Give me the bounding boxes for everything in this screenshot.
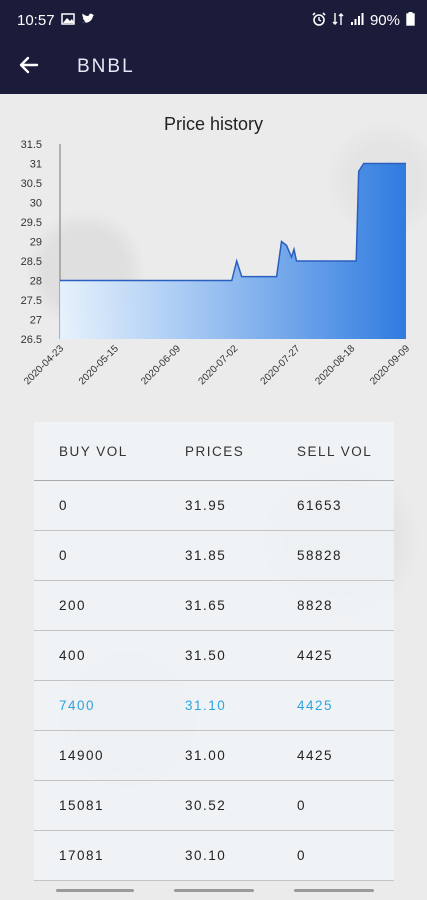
image-icon [60, 13, 75, 28]
table-row[interactable]: 0 31.85 58828 [34, 531, 394, 581]
y-tick-label: 28.5 [21, 256, 42, 268]
buy-vol-cell: 0 [59, 548, 69, 563]
x-tick-label: 2020-05-15 [77, 343, 121, 387]
table-row[interactable]: 0 31.95 61653 [34, 481, 394, 531]
alarm-icon [312, 12, 326, 29]
signal-icon [350, 12, 364, 29]
table-header: BUY VOL PRICES SELL VOL [34, 422, 394, 481]
x-tick-label: 2020-08-18 [313, 343, 357, 387]
nav-indicator-center[interactable] [174, 889, 254, 892]
table-row[interactable]: 14900 31.00 4425 [34, 731, 394, 781]
y-tick-label: 31.5 [21, 139, 42, 151]
sell-vol-cell: 0 [297, 848, 307, 863]
sell-vol-cell: 61653 [297, 498, 343, 513]
price-cell: 31.10 [185, 698, 227, 713]
y-tick-label: 28 [30, 276, 42, 288]
buy-vol-cell: 400 [59, 648, 87, 663]
arrow-left-icon [19, 55, 39, 80]
price-line [60, 162, 406, 282]
buy-vol-cell: 7400 [59, 698, 96, 713]
table-row[interactable]: 15081 30.52 0 [34, 781, 394, 831]
sell-vol-cell: 4425 [297, 748, 334, 763]
chart-svg: 31.53130.53029.52928.52827.52726.52020-0… [21, 139, 413, 387]
price-cell: 31.00 [185, 748, 227, 763]
y-tick-label: 27.5 [21, 295, 42, 307]
buy-vol-cell: 15081 [59, 798, 105, 813]
buy-vol-cell: 200 [59, 598, 87, 613]
data-transfer-icon [332, 12, 344, 29]
y-tick-label: 27 [30, 315, 42, 327]
battery-icon [406, 12, 415, 29]
x-tick-label: 2020-09-09 [368, 343, 412, 387]
buy-vol-cell: 14900 [59, 748, 105, 763]
app-bar: BNBL [0, 40, 427, 94]
status-bar: 10:57 90% [0, 0, 427, 40]
y-tick-label: 26.5 [21, 334, 42, 346]
battery-percent: 90% [369, 12, 400, 29]
buy-vol-cell: 0 [59, 498, 69, 513]
price-history-chart: Price history 31.5 31 30.5 30 29.5 29 28.5 28 27… [0, 94, 427, 414]
sell-vol-cell: 0 [297, 798, 307, 813]
sell-vol-cell: 4425 [297, 648, 334, 663]
x-tick-label: 2020-07-02 [196, 343, 240, 387]
price-cell: 30.10 [185, 848, 227, 863]
chart-title: Price history [163, 114, 264, 134]
order-book-table: BUY VOL PRICES SELL VOL 0 31.95 61653 0 31.8… [34, 422, 394, 881]
price-cell: 31.95 [185, 498, 227, 513]
table-row[interactable]: 200 31.65 8828 [34, 581, 394, 631]
sell-vol-cell: 8828 [297, 598, 334, 613]
table-row[interactable]: 17081 30.10 0 [34, 831, 394, 881]
x-tick-label: 2020-06-09 [139, 343, 183, 387]
y-tick-label: 30 [30, 198, 42, 210]
x-tick-label: 2020-04-23 [22, 343, 66, 387]
price-area [60, 163, 406, 339]
price-cell: 31.65 [185, 598, 227, 613]
price-cell: 31.50 [185, 648, 227, 663]
table-row[interactable]: 7400 31.10 4425 [34, 681, 394, 731]
twitter-icon [81, 13, 95, 28]
page-title: BNBL [77, 56, 135, 77]
buy-vol-cell: 17081 [59, 848, 105, 863]
header-buy-vol: BUY VOL [59, 443, 128, 459]
nav-indicator-left[interactable] [56, 889, 134, 892]
y-tick-label: 30.5 [21, 178, 42, 190]
table-row[interactable]: 400 31.50 4425 [34, 631, 394, 681]
nav-indicator-right[interactable] [294, 889, 374, 892]
bottom-navigation-bar [0, 889, 427, 893]
header-prices: PRICES [185, 443, 245, 459]
price-cell: 31.85 [185, 548, 227, 563]
status-time: 10:57 [17, 12, 55, 29]
sell-vol-cell: 58828 [297, 548, 343, 563]
sell-vol-cell: 4425 [297, 698, 334, 713]
y-tick-label: 29.5 [21, 217, 42, 229]
header-sell-vol: SELL VOL [297, 443, 373, 459]
y-tick-label: 31 [30, 159, 42, 171]
price-cell: 30.52 [185, 798, 227, 813]
y-tick-label: 29 [30, 237, 42, 249]
x-tick-label: 2020-07-27 [259, 343, 303, 387]
back-button[interactable] [14, 52, 44, 82]
